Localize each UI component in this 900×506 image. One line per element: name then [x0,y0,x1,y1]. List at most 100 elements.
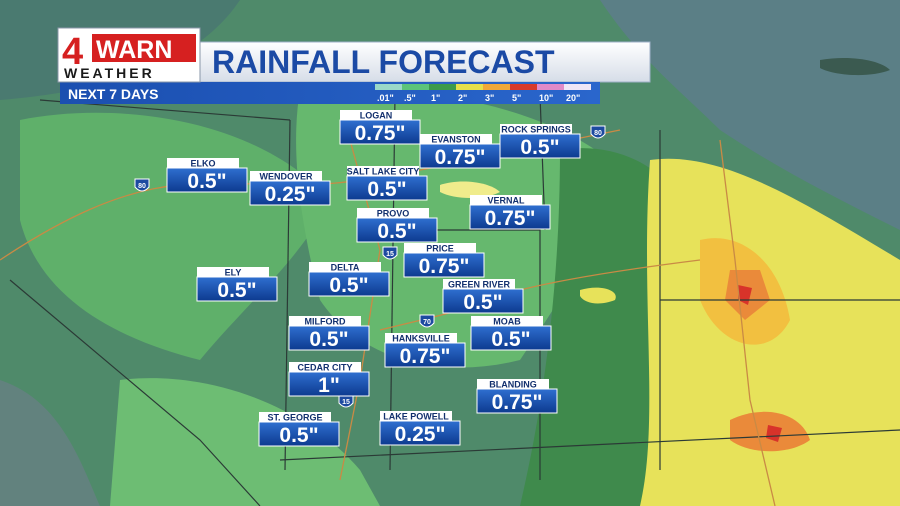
title: RAINFALL FORECAST [212,44,555,80]
city-tab [385,333,457,343]
amount: 0.75" [419,255,470,278]
city-name: ST. GEORGE [267,413,322,423]
city-tab [250,171,322,181]
amount-box [258,421,340,447]
amount-box [442,288,524,314]
city-tab [289,362,361,372]
legend-label: 5" [512,93,521,103]
interstate-shields: 80 80 15 15 70 [134,125,606,408]
city-tab [470,195,542,205]
city-name: MILFORD [305,317,346,327]
city-name: LOGAN [360,111,393,121]
amount: 0.5" [217,279,256,302]
amount-box [356,217,438,243]
city-tab [259,412,331,422]
logo-number: 4 [62,31,83,73]
legend-swatch [402,84,429,90]
amount: 0.75" [435,146,486,169]
city-name: PROVO [377,209,410,219]
city-name: HANKSVILLE [392,334,450,344]
shield [590,125,606,139]
city-name: DELTA [331,263,360,273]
city-name: CEDAR CITY [297,363,352,373]
amount-box [476,388,558,414]
amount: 0.5" [377,220,416,243]
shield [382,246,398,260]
city-tab [380,411,452,421]
legend-label: 20" [566,93,580,103]
city-tab [340,110,412,120]
amount: 0.25" [265,183,316,206]
title-bar [199,41,651,83]
amount-box [288,371,370,397]
logo-band [92,34,196,62]
city-name: PRICE [426,244,454,254]
shield-number: 80 [594,130,602,137]
amount: 0.25" [395,423,446,446]
amount: 1" [318,374,340,397]
city-name: SALT LAKE CITY [347,167,420,177]
shield-number: 70 [423,319,431,326]
amount: 0.75" [492,391,543,414]
shield [338,394,354,408]
city-tab [309,262,381,272]
legend-label: 1" [431,93,440,103]
legend-swatch [510,84,537,90]
amount: 0.5" [491,328,530,351]
amount: 0.75" [355,122,406,145]
amount: 0.5" [309,328,348,351]
amount-box [469,204,551,230]
shield-number: 15 [386,251,394,258]
legend-swatch [483,84,510,90]
shield [419,314,435,328]
city-tab [289,316,361,326]
city-tab [357,208,429,218]
city-tab [443,279,515,289]
amount: 0.5" [187,170,226,193]
amount: 0.5" [463,291,502,314]
city-tab [197,267,269,277]
legend-swatch [456,84,483,90]
city-tab [477,379,549,389]
legend-swatch [429,84,456,90]
shield-number: 80 [138,183,146,190]
logo-sub: WEATHER [64,65,155,81]
amount-box [419,143,501,169]
amount-box [196,276,278,302]
city-name: ELKO [190,159,215,169]
shield-number: 15 [342,399,350,406]
amount-box [346,175,428,201]
city-name: LAKE POWELL [383,412,449,422]
amount-box [499,133,581,159]
legend-label: .01" [377,93,394,103]
legend-swatch [564,84,591,90]
city-tab [420,134,492,144]
city-tab [347,166,419,176]
amount-box [339,119,421,145]
logo-word: WARN [96,36,172,64]
city-tab [167,158,239,168]
legend-swatch [537,84,564,90]
borders [9,94,900,506]
amount-box [379,420,461,446]
amount: 0.75" [485,207,536,230]
amount-box [403,252,485,278]
amount: 0.5" [329,274,368,297]
legend: .01" .5" 1" 2" 3" 5" 10" 20" [375,84,591,103]
amount: 0.5" [279,424,318,447]
amount-box [288,325,370,351]
